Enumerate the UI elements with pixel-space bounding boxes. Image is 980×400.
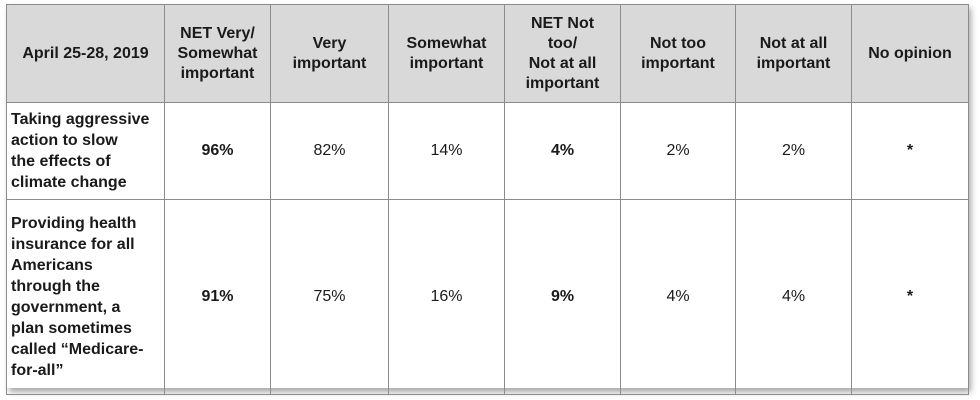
cell-value: 91% [164, 199, 271, 395]
cell-value: 14% [388, 102, 505, 200]
header-date: April 25-28, 2019 [6, 4, 165, 103]
row-label-medicare-for-all: Providing health insurance for all Ameri… [6, 199, 165, 395]
header-net-very-somewhat-important: NET Very/ Somewhat important [164, 4, 271, 103]
cell-value: 2% [620, 102, 736, 200]
cell-value: 96% [164, 102, 271, 200]
cell-value: * [851, 102, 969, 200]
table-row: Providing health insurance for all Ameri… [6, 199, 969, 395]
header-not-too-important: Not too important [620, 4, 736, 103]
header-somewhat-important: Somewhat important [388, 4, 505, 103]
cell-value: 16% [388, 199, 505, 395]
header-very-important: Very important [270, 4, 389, 103]
header-not-at-all-important: Not at all important [735, 4, 852, 103]
cell-value: 4% [620, 199, 736, 395]
header-no-opinion: No opinion [851, 4, 969, 103]
cell-value: 82% [270, 102, 389, 200]
cell-value: 2% [735, 102, 852, 200]
cell-value: * [851, 199, 969, 395]
table-row: Taking aggressive action to slow the eff… [6, 102, 969, 200]
cell-value: 4% [735, 199, 852, 395]
row-label-climate-change: Taking aggressive action to slow the eff… [6, 102, 165, 200]
poll-table-frame: April 25-28, 2019 NET Very/ Somewhat imp… [6, 4, 969, 395]
cell-value: 75% [270, 199, 389, 395]
cell-value: 4% [504, 102, 621, 200]
cell-value: 9% [504, 199, 621, 395]
header-row: April 25-28, 2019 NET Very/ Somewhat imp… [6, 4, 969, 103]
poll-results-table: April 25-28, 2019 NET Very/ Somewhat imp… [6, 4, 969, 395]
header-net-not-too-not-at-all-important: NET Not too/ Not at all important [504, 4, 621, 103]
